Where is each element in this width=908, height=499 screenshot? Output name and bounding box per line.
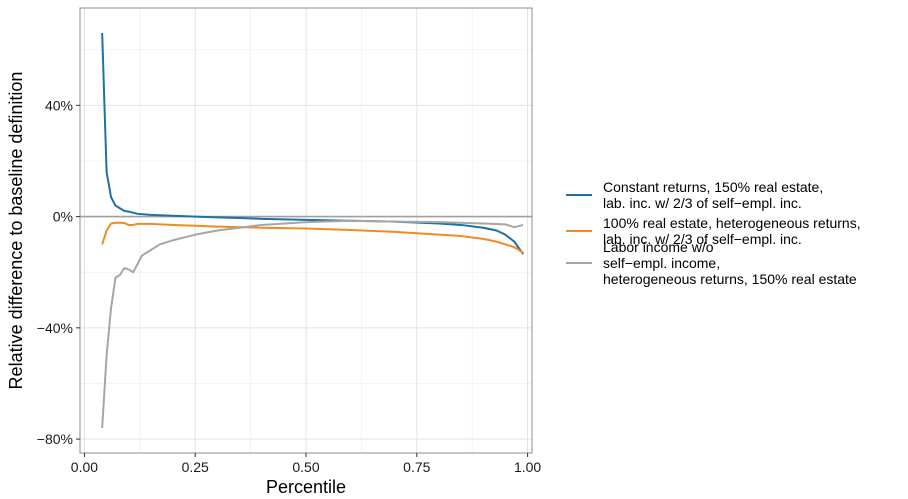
legend-label-1: Constant returns, 150% real estate, lab. … — [603, 179, 823, 211]
legend: Constant returns, 150% real estate, lab. … — [566, 179, 861, 287]
series-line-3 — [101, 219, 524, 429]
x-tick-label: 0.00 — [71, 459, 98, 475]
y-tick-label: 0% — [53, 209, 73, 225]
legend-label-3: Labor income w/o self−empl. income, hetero… — [603, 239, 857, 287]
grid-lines — [80, 8, 532, 453]
series-line-1 — [101, 32, 524, 255]
y-axis-title: Relative difference to baseline definiti… — [6, 72, 26, 390]
y-tick-label: −80% — [37, 431, 73, 447]
y-tick-label: 40% — [45, 97, 73, 113]
x-axis-title: Percentile — [266, 477, 346, 497]
x-tick-label: 1.00 — [514, 459, 541, 475]
y-axis-ticks: −80% −40% 0% 40% — [37, 97, 80, 447]
x-tick-label: 0.50 — [292, 459, 319, 475]
series-line-2 — [101, 221, 524, 254]
series-layer — [101, 32, 524, 429]
x-tick-label: 0.25 — [182, 459, 209, 475]
x-axis-ticks: 0.00 0.25 0.50 0.75 1.00 — [71, 453, 541, 475]
y-tick-label: −40% — [37, 320, 73, 336]
x-tick-label: 0.75 — [403, 459, 430, 475]
legend-label-2: 100% real estate, heterogeneous returns,… — [603, 215, 861, 247]
